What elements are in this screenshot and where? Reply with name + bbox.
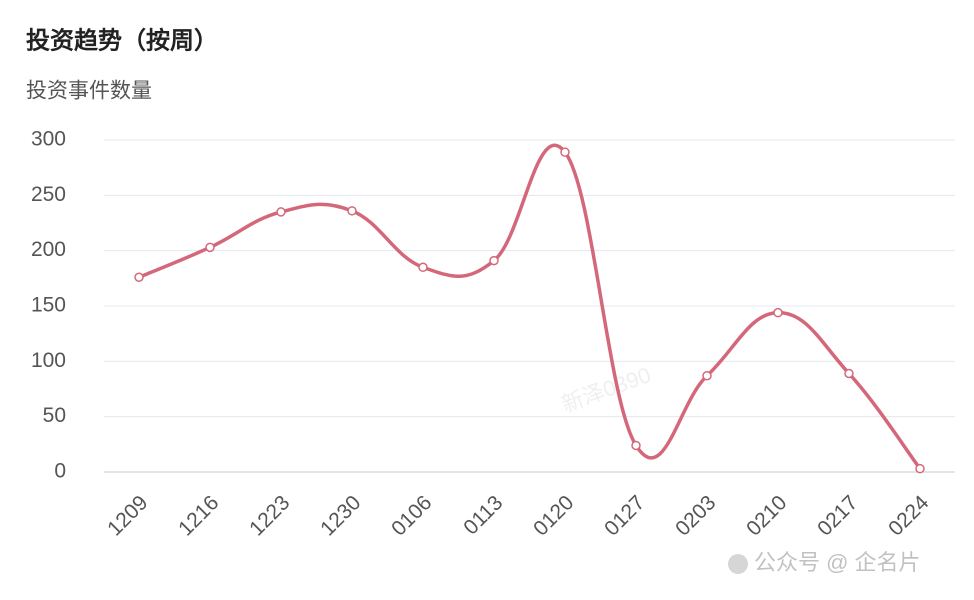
point [844, 368, 854, 379]
x-tick-label: 0113 [459, 491, 507, 539]
x-tick-label: 0217 [813, 491, 862, 540]
wechat-icon [728, 554, 748, 574]
y-axis-label: 投资事件数量 [26, 80, 152, 103]
chart-title: 投资趋势（按周） [26, 26, 218, 54]
point [560, 147, 570, 157]
x-tick-label: 1209 [103, 491, 152, 540]
x-tick-label: 0106 [387, 491, 436, 540]
source: 公众号 @ 企名片 [754, 550, 921, 575]
x-tick-label: 1223 [245, 491, 294, 540]
x-tick-label: 0224 [884, 491, 934, 541]
y-tick-label: 50 [43, 404, 66, 427]
point [418, 262, 428, 273]
source-badge: 公众号 @ 企名片 [728, 550, 921, 575]
x-tick-label: 1230 [316, 491, 365, 540]
line [138, 143, 922, 470]
point [276, 207, 286, 217]
x-tick-label: 0127 [600, 491, 649, 540]
point [205, 242, 215, 253]
x-tick-label: 1216 [174, 491, 223, 540]
y-tick-label: 100 [31, 349, 66, 372]
point [134, 272, 144, 282]
y-tick-label: 300 [31, 128, 66, 151]
y-tick-label: 150 [31, 294, 66, 317]
point [915, 463, 925, 474]
y-tick-label: 0 [54, 460, 66, 483]
y-tick-label: 250 [31, 183, 66, 206]
x-tick-label: 0120 [529, 491, 578, 540]
watermark: 新泽0390 [558, 362, 654, 417]
point [702, 370, 712, 381]
x-tick-label: 0210 [742, 491, 791, 540]
y-tick-label: 200 [31, 238, 66, 261]
point [631, 440, 641, 451]
point [773, 307, 783, 318]
point [347, 206, 357, 216]
point [489, 255, 499, 266]
x-tick-label: 0203 [671, 491, 720, 540]
